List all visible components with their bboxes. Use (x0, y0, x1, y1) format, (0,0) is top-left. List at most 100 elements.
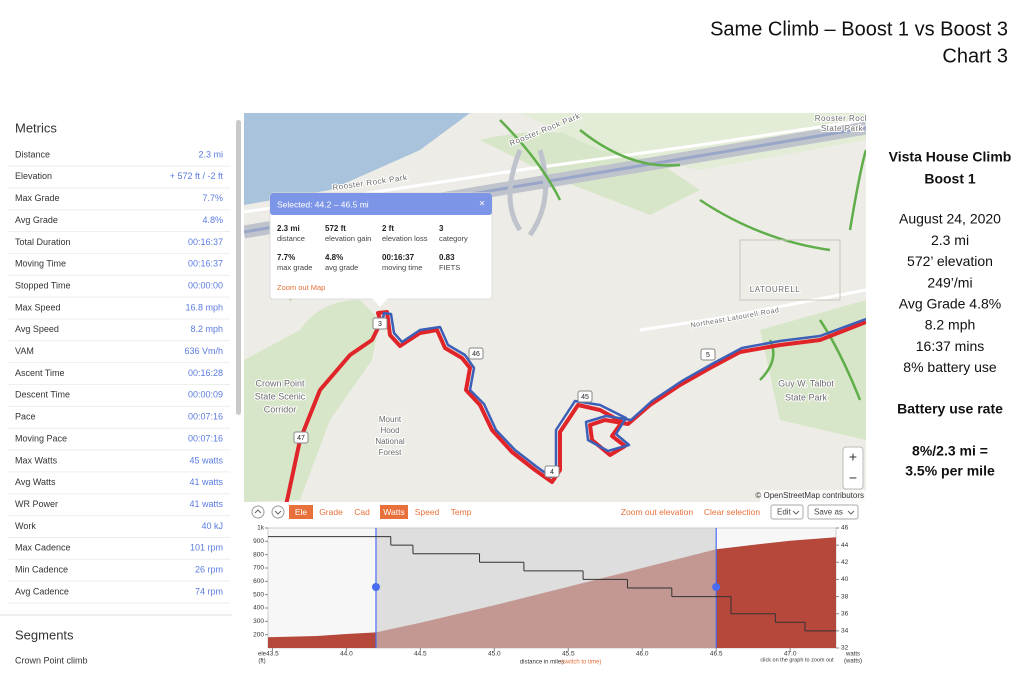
profile-tab[interactable]: Speed (415, 507, 440, 517)
metric-value: 40 kJ (201, 521, 223, 531)
zoom-in-button[interactable]: + (849, 449, 857, 465)
metric-label: Ascent Time (15, 368, 65, 378)
y2-axis-label: watts (845, 652, 860, 658)
metric-value: 26 rpm (195, 565, 223, 575)
x-tick-label: 43.5 (266, 651, 279, 658)
popup-stat-value: 3 (439, 224, 444, 233)
popup-close[interactable]: × (479, 199, 485, 210)
metric-value: 101 rpm (190, 543, 223, 553)
y-tick-label: 300 (253, 618, 264, 625)
profile-tab[interactable]: Ele (295, 507, 308, 517)
route-boost-3 (380, 311, 866, 479)
dropdown-caret (847, 510, 855, 515)
metrics-title: Metrics (15, 120, 57, 135)
note-text: 572’ elevation (907, 253, 993, 269)
zoom-out-button[interactable]: − (849, 470, 857, 486)
map-label: Forest (379, 448, 402, 457)
ramp (507, 149, 549, 237)
metric-label: Pace (15, 412, 36, 422)
route-marker[interactable] (372, 317, 388, 330)
map-attribution[interactable]: © OpenStreetMap contributors (755, 491, 864, 500)
park-area (520, 113, 866, 170)
profile-tab[interactable]: Temp (451, 507, 472, 517)
metric-label: Total Duration (15, 237, 71, 247)
x-tick-label: 45.0 (488, 651, 501, 658)
zoom-hint: click on the graph to zoom out (760, 657, 834, 663)
profile-link[interactable]: Zoom out elevation (621, 507, 694, 517)
y2-tick-label: 38 (841, 593, 849, 600)
metric-label: Stopped Time (15, 280, 71, 290)
metric-label: Elevation (15, 171, 52, 181)
profile-tab[interactable]: Watts (383, 507, 404, 517)
trail (499, 119, 866, 252)
route-marker[interactable] (468, 347, 484, 360)
x-axis-switch[interactable]: (switch to time) (561, 660, 601, 666)
y-tick-label: 400 (253, 605, 264, 612)
profile-tab[interactable]: Grade (319, 507, 343, 517)
popup-stat-value: 2 ft (382, 224, 394, 233)
slide-subtitle: Chart 3 (942, 45, 1008, 67)
boundary (739, 239, 841, 301)
route-marker[interactable] (293, 431, 309, 444)
zoom-control (842, 446, 864, 490)
metric-label: Distance (15, 149, 50, 159)
y-tick-label: 700 (253, 565, 264, 572)
dropdown-button[interactable] (807, 504, 859, 520)
popup-stat-value: 2.3 mi (277, 224, 300, 233)
selection-handle[interactable] (371, 583, 380, 591)
route-marker[interactable] (544, 465, 560, 478)
metric-value: 00:07:16 (188, 412, 223, 422)
y-tick-label: 1k (257, 525, 265, 532)
profile-tab[interactable]: Cad (354, 507, 370, 517)
dropdown-button[interactable] (770, 504, 804, 520)
metric-value: 00:16:37 (188, 259, 223, 269)
tab-active-bg (289, 505, 313, 519)
metric-label: Min Cadence (15, 565, 68, 575)
x-tick-label: 47.0 (784, 651, 797, 658)
park-area (760, 300, 866, 440)
note-text: August 24, 2020 (899, 211, 1001, 227)
segment-item[interactable]: Crown Point climb (15, 655, 88, 665)
y2-tick-label: 40 (841, 576, 849, 583)
metric-label: Avg Grade (15, 215, 58, 225)
x-axis-label: distance in miles (520, 660, 564, 666)
profile-link[interactable]: Clear selection (704, 507, 760, 517)
note-text: 8.2 mph (925, 317, 976, 333)
map-label: Mount (379, 415, 402, 424)
y2-tick-label: 46 (841, 525, 849, 532)
map-label: Crown Point (255, 378, 305, 388)
metric-value: 00:07:16 (188, 433, 223, 443)
y2-tick-label: 32 (841, 645, 849, 652)
zoom-out-map-link[interactable]: Zoom out Map (277, 283, 325, 292)
popup-stat-value: 4.8% (325, 253, 343, 262)
chevron-up (254, 509, 262, 514)
metrics-panel (0, 113, 232, 682)
metric-label: Max Cadence (15, 543, 71, 553)
popup-stat-label: moving time (382, 263, 422, 272)
scrollbar[interactable] (236, 120, 241, 415)
selection-popup: Selected: 44.2 – 46.5 mi × 2.3 midistanc… (269, 192, 493, 307)
note-text: 16:37 mins (916, 338, 984, 354)
map-label: Corridor (264, 404, 297, 414)
popup-stat-value: 00:16:37 (382, 253, 415, 262)
route-marker[interactable] (700, 348, 716, 361)
popup-stat-label: FIETS (439, 263, 460, 272)
expand-button[interactable] (271, 505, 285, 519)
water (244, 113, 470, 205)
park-area (244, 300, 380, 502)
y2-tick-label: 42 (841, 559, 849, 566)
map-label: LATOURELL (750, 285, 800, 294)
metric-value: 7.7% (202, 193, 223, 203)
popup-stat-label: max grade (277, 263, 312, 272)
route-marker-label: 46 (472, 351, 480, 358)
metric-value: + 572 ft / -2 ft (170, 171, 224, 181)
note-text: 2.3 mi (931, 232, 969, 248)
selection-handle[interactable] (712, 583, 721, 591)
collapse-button[interactable] (251, 505, 265, 519)
chevron-down (274, 510, 282, 515)
popup-stat-value: 7.7% (277, 253, 295, 262)
x-tick-label: 44.5 (414, 651, 427, 658)
route-marker[interactable] (577, 390, 593, 403)
metric-label: Moving Pace (15, 433, 67, 443)
